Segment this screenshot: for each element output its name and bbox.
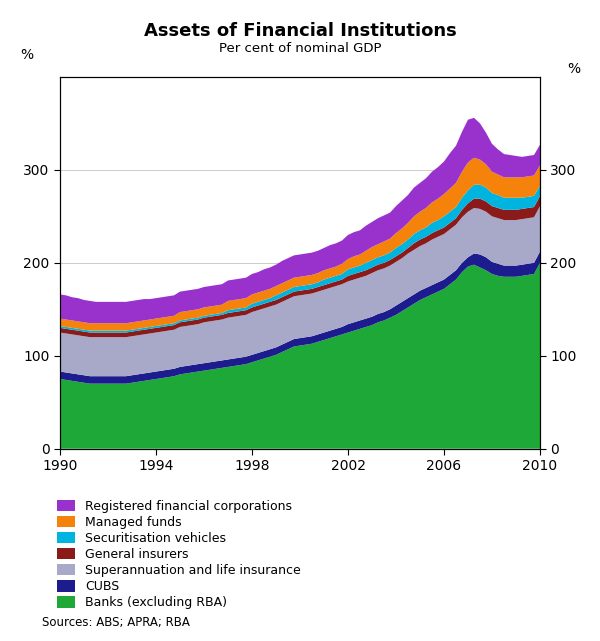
Text: Sources: ABS; APRA; RBA: Sources: ABS; APRA; RBA — [42, 617, 190, 629]
Y-axis label: %: % — [567, 62, 580, 76]
Text: Per cent of nominal GDP: Per cent of nominal GDP — [219, 42, 381, 54]
Text: Assets of Financial Institutions: Assets of Financial Institutions — [143, 22, 457, 40]
Legend: Registered financial corporations, Managed funds, Securitisation vehicles, Gener: Registered financial corporations, Manag… — [56, 499, 301, 610]
Y-axis label: %: % — [20, 48, 33, 62]
